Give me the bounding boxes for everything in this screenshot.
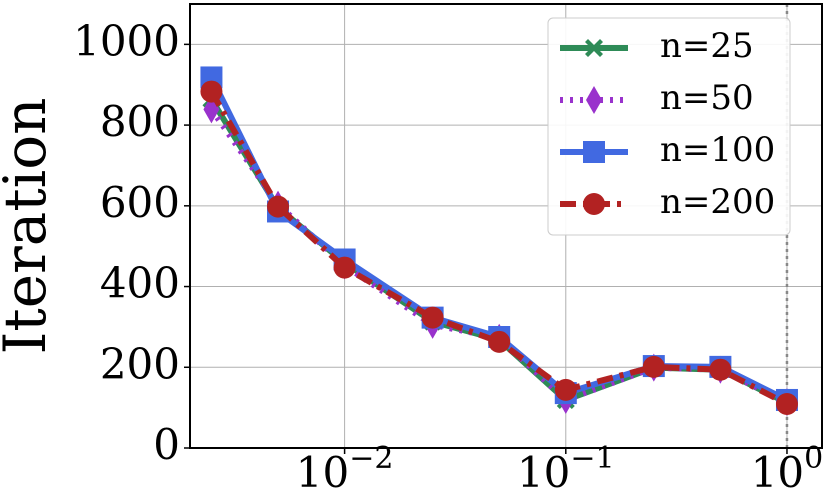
x-tick-label: 10−2 [296, 441, 394, 497]
y-axis-label: Iteration [0, 98, 59, 355]
legend-label: n=50 [660, 78, 754, 118]
x-tick-base: 10 [751, 448, 804, 497]
legend-label: n=200 [660, 182, 775, 222]
marker [586, 86, 602, 114]
legend: n=25 n=50 n=100 n=200 [547, 17, 791, 236]
series-line [208, 90, 789, 407]
x-tick-exponent: −1 [570, 441, 614, 476]
y-tick-label: 800 [100, 97, 180, 146]
marker [583, 193, 605, 215]
plot-frame [189, 3, 823, 449]
marker [488, 330, 511, 353]
x-tick-label: 10−1 [517, 441, 615, 497]
x-tick-label: 100 [751, 441, 824, 497]
marker [583, 141, 605, 163]
y-tick-label: 0 [153, 420, 180, 469]
x-tick-exponent: −2 [349, 441, 393, 476]
y-tick-label: 200 [100, 339, 180, 388]
marker [333, 256, 356, 279]
x-tick-exponent: 0 [804, 441, 823, 476]
marker [554, 378, 577, 401]
y-tick-label: 600 [100, 178, 180, 227]
legend-box [547, 17, 791, 236]
marker [642, 355, 665, 378]
marker [775, 393, 798, 416]
x-tick-base: 10 [296, 448, 349, 497]
legend-label: n=100 [660, 130, 775, 170]
y-tick-label: 400 [100, 259, 180, 308]
x-tick-base: 10 [517, 448, 570, 497]
marker [585, 39, 603, 57]
marker [200, 80, 223, 103]
legend-label: n=25 [660, 26, 754, 66]
marker [421, 306, 444, 329]
marker [267, 195, 290, 218]
y-tick-label: 1000 [73, 16, 180, 65]
marker [709, 358, 732, 381]
